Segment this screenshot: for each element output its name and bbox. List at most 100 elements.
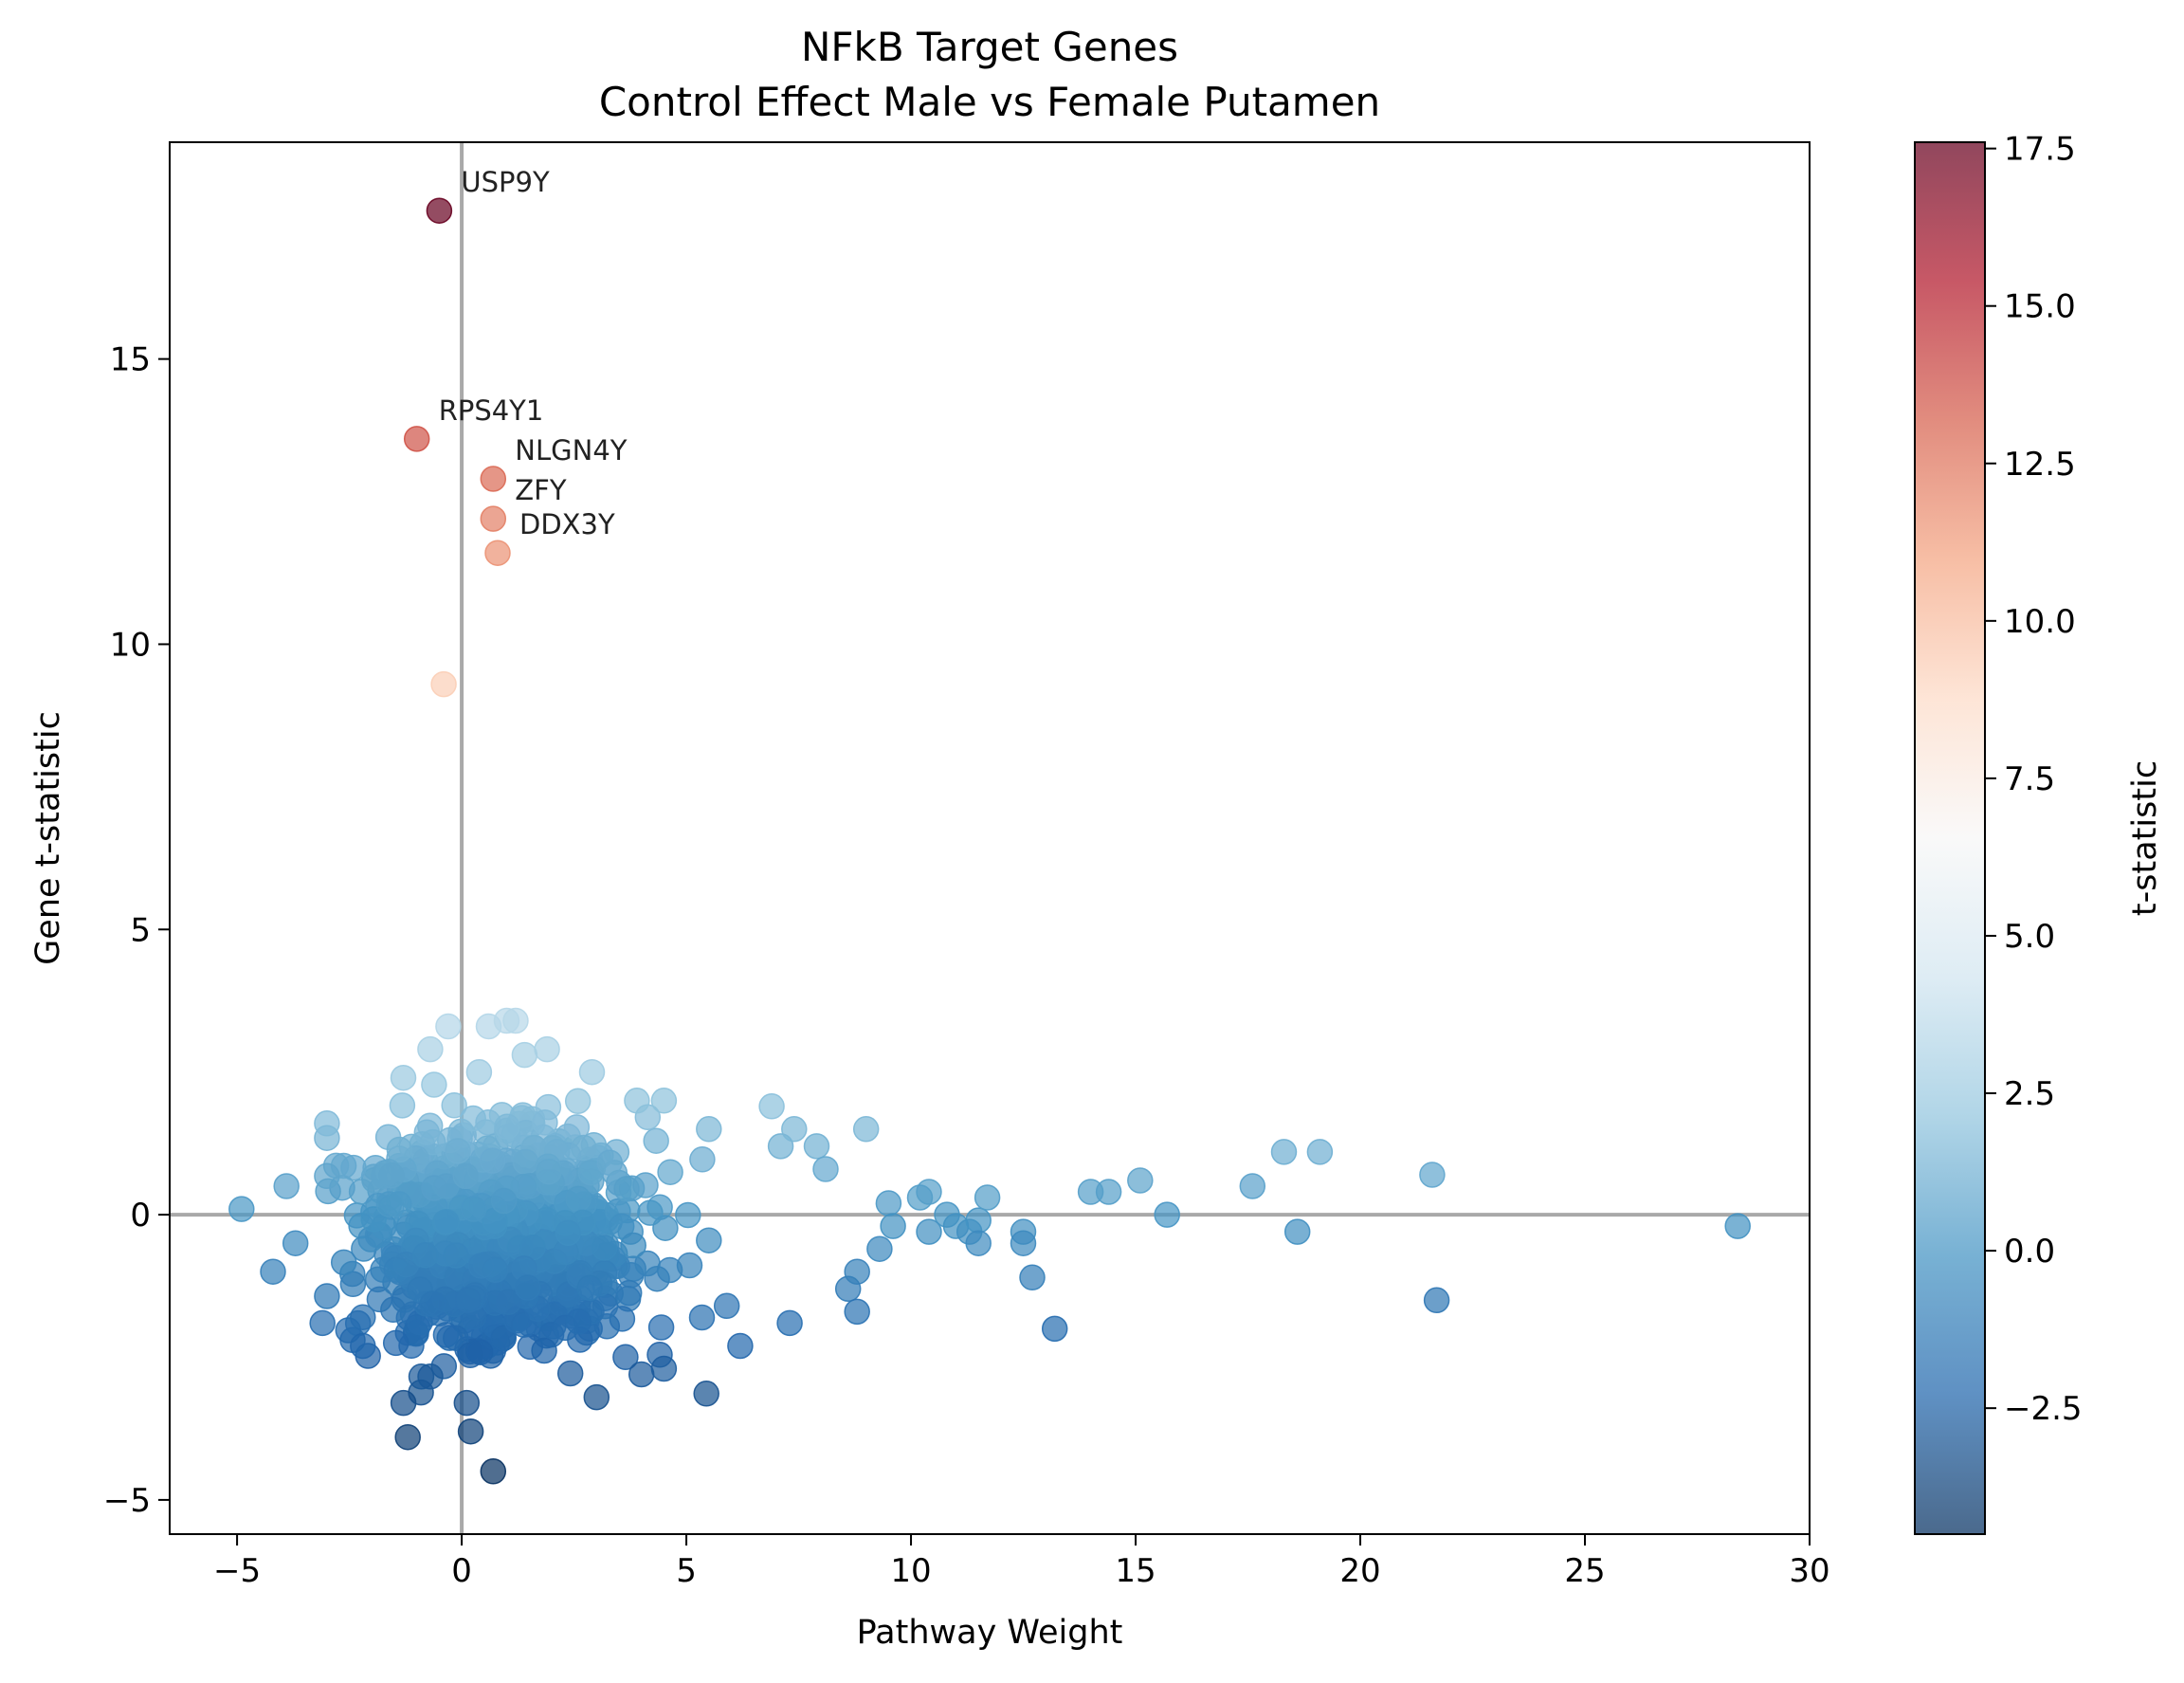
x-tick-label: −5 <box>213 1552 261 1590</box>
colorbar-tick-label: 5.0 <box>2004 918 2055 956</box>
data-point <box>844 1298 870 1326</box>
cluster-point <box>432 1322 460 1348</box>
cluster-point <box>634 1250 661 1277</box>
cluster-point <box>421 1071 447 1098</box>
cluster-point <box>620 1232 646 1259</box>
cluster-point <box>514 1274 541 1301</box>
cluster-point <box>647 1314 675 1341</box>
gene-annotation: DDX3Y <box>519 508 615 540</box>
data-point <box>696 1116 722 1143</box>
colorbar-tick-label: 15.0 <box>2004 288 2076 326</box>
cluster-point <box>445 1138 471 1164</box>
gene-annotation: USP9Y <box>461 166 550 198</box>
cluster-point <box>490 1325 518 1351</box>
cluster-point <box>419 1290 446 1317</box>
cluster-point <box>564 1088 592 1115</box>
cluster-point <box>536 1158 562 1185</box>
cluster-point <box>656 1256 683 1284</box>
cluster-point <box>460 1196 487 1222</box>
data-point <box>1041 1315 1068 1343</box>
cluster-point <box>443 1242 469 1269</box>
data-point <box>812 1156 839 1182</box>
cluster-point <box>637 1199 664 1226</box>
x-tick-label: 25 <box>1564 1552 1605 1590</box>
data-point <box>916 1218 942 1245</box>
cluster-point <box>490 1187 518 1215</box>
cluster-point <box>452 1162 480 1190</box>
data-point <box>390 1064 417 1091</box>
cluster-point <box>612 1344 639 1371</box>
cluster-point <box>441 1092 467 1119</box>
cluster-point <box>330 1249 357 1276</box>
colorbar-label: t-statistic <box>2126 760 2164 916</box>
cluster-point <box>314 1283 340 1309</box>
data-point <box>916 1179 942 1205</box>
gene-annotation: ZFY <box>515 474 567 506</box>
cluster-point <box>532 1109 558 1136</box>
cluster-point <box>466 1339 494 1365</box>
data-point <box>273 1173 300 1199</box>
cluster-point <box>657 1159 683 1185</box>
x-tick-label: 30 <box>1789 1552 1829 1590</box>
data-point <box>417 1035 444 1063</box>
data-point <box>852 1116 880 1143</box>
data-point <box>776 1309 803 1337</box>
data-point <box>1283 1218 1311 1245</box>
cluster-point <box>390 1389 417 1417</box>
highlighted-point <box>426 197 453 224</box>
cluster-point <box>675 1201 701 1229</box>
data-point <box>1419 1162 1446 1188</box>
data-point <box>628 1361 655 1388</box>
cluster-point <box>389 1092 416 1119</box>
cluster-point <box>608 1213 635 1240</box>
data-point <box>578 1058 606 1086</box>
x-tick-label: 5 <box>676 1552 697 1590</box>
highlighted-point <box>480 466 507 492</box>
cluster-point <box>433 1208 460 1235</box>
cluster-point <box>576 1274 603 1302</box>
data-point <box>1724 1213 1751 1239</box>
data-point <box>713 1292 740 1320</box>
cluster-point <box>340 1154 367 1181</box>
data-point <box>875 1190 902 1217</box>
x-tick-label: 20 <box>1339 1552 1380 1590</box>
cluster-point <box>460 1105 486 1132</box>
data-point <box>314 1110 340 1137</box>
data-point <box>394 1423 421 1451</box>
data-point <box>650 1088 678 1114</box>
cluster-point <box>596 1149 623 1176</box>
data-point <box>1019 1264 1046 1291</box>
data-point <box>228 1196 255 1222</box>
data-point <box>457 1418 484 1445</box>
y-tick-label: 10 <box>110 626 151 664</box>
data-point <box>502 1007 529 1034</box>
cluster-point <box>479 1147 506 1174</box>
cluster-point <box>453 1389 481 1417</box>
cluster-point <box>632 1172 659 1198</box>
x-tick-label: 10 <box>890 1552 931 1590</box>
data-point <box>350 1332 376 1360</box>
data-points <box>228 197 1751 1485</box>
data-point <box>1010 1230 1037 1256</box>
data-point <box>480 1458 507 1485</box>
cluster-point <box>314 1162 340 1190</box>
cluster-point <box>378 1162 405 1189</box>
cluster-point <box>375 1191 403 1217</box>
x-axis-label: Pathway Weight <box>857 1614 1123 1652</box>
highlighted-point <box>484 540 511 566</box>
cluster-point <box>565 1185 592 1213</box>
cluster-point <box>556 1360 584 1387</box>
data-point <box>880 1213 906 1239</box>
y-tick-label: −5 <box>103 1482 151 1520</box>
y-axis: −5 0 5 10 15 <box>103 341 170 1520</box>
x-axis: −5 0 5 10 15 20 25 30 <box>213 1534 1830 1590</box>
data-point <box>309 1309 336 1337</box>
cluster-point <box>531 1337 557 1364</box>
cluster-point <box>344 1309 372 1337</box>
data-point <box>781 1116 808 1143</box>
cluster-point <box>643 1127 669 1154</box>
cluster-point <box>495 1289 522 1315</box>
